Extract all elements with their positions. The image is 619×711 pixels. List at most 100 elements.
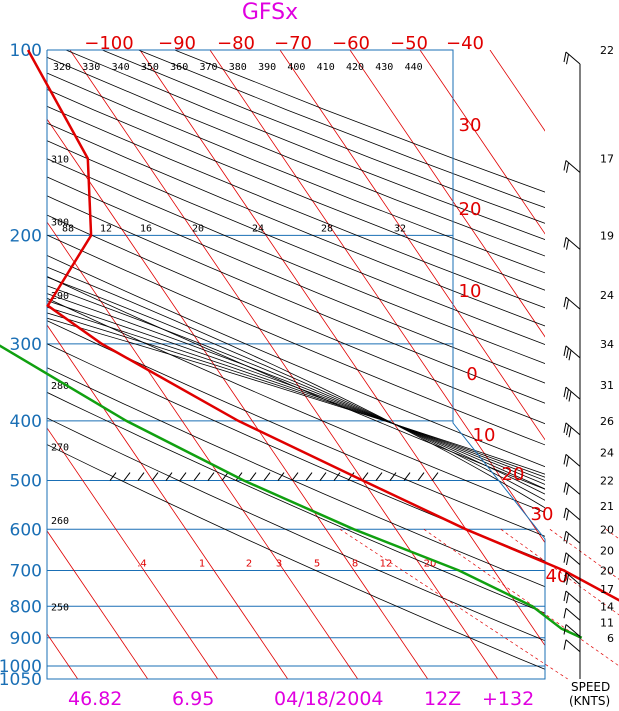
- theta-side-label: 270: [51, 442, 69, 453]
- theta-label: 330: [82, 62, 100, 73]
- mixing-ratio-lines: [339, 529, 619, 680]
- pressure-label: 400: [10, 412, 42, 432]
- hatch-mark: [179, 472, 187, 481]
- mixing-ratio-label: 8: [352, 559, 358, 570]
- theta-side-label: 280: [51, 381, 69, 392]
- pressure-label: 200: [10, 226, 42, 246]
- temperature-label: 20: [502, 464, 525, 485]
- wind-barb: [563, 624, 581, 637]
- dry-adiabat: [47, 417, 545, 642]
- thetae-label: 12: [100, 223, 112, 234]
- pressure-label: 900: [10, 629, 42, 649]
- theta-label: 360: [170, 62, 188, 73]
- mixing-ratio-label: 20: [424, 559, 437, 570]
- temperature-label: 20: [459, 199, 482, 220]
- pressure-label: 100: [10, 41, 42, 61]
- hatch-mark: [375, 472, 383, 481]
- pressure-label: 1050: [0, 670, 42, 690]
- dry-adiabat: [47, 140, 545, 345]
- dry-adiabat: [102, 50, 545, 224]
- temperature-label: −40: [446, 33, 484, 54]
- mixing-ratio-label: 1: [199, 559, 205, 570]
- wind-speed-label: 20: [600, 523, 614, 536]
- temperature-trace: [26, 49, 619, 602]
- dry-adiabat: [47, 254, 545, 468]
- temperature-label: −60: [332, 33, 370, 54]
- footer-mid-value: 6.95: [172, 688, 214, 710]
- dry-adiabat: [47, 176, 545, 384]
- hatch-mark: [109, 472, 117, 481]
- wind-speed-label: 6: [607, 632, 614, 645]
- wind-barb: [563, 422, 581, 438]
- wind-barb: [563, 572, 581, 585]
- dry-adiabat: [47, 56, 545, 257]
- theta-labels-top: 320 330 340 350 360 370 380 390 400 410 420 430 440: [53, 62, 423, 73]
- wind-speed-label: 26: [600, 415, 614, 428]
- hatch-mark: [305, 472, 313, 481]
- dry-adiabat: [47, 158, 545, 364]
- footer-date: 04/18/2004: [274, 688, 384, 710]
- wind-barb: [563, 237, 581, 250]
- theta-label: 370: [199, 62, 217, 73]
- dry-adiabat: [47, 72, 545, 274]
- theta-side-label: 310: [51, 154, 69, 165]
- temperature-label: −90: [158, 33, 196, 54]
- isotherm-line: [47, 324, 289, 679]
- mixing-ratio-labels: .4 1 2 3 5 8 12 20: [137, 559, 436, 570]
- hatch-mark: [263, 472, 271, 481]
- moist-adiabat: [47, 306, 545, 481]
- theta-labels-side: 310 300 290 280 270 260 250: [51, 154, 69, 613]
- theta-side-label: 260: [51, 516, 69, 527]
- mixing-ratio-line: [500, 529, 619, 616]
- frame-outline: [46, 49, 546, 680]
- thetae-label: 28: [321, 223, 333, 234]
- temperature-label: 30: [531, 504, 554, 525]
- temperature-label: 10: [473, 425, 496, 446]
- wind-speed-label: 17: [600, 583, 614, 596]
- moist-adiabat: [47, 266, 545, 509]
- theta-label: 340: [112, 62, 130, 73]
- footer: 46.82 6.95 04/18/2004 12Z +132 SPEED (KN…: [68, 680, 610, 710]
- isotherm-line: [47, 427, 219, 679]
- isotherm-line: [47, 530, 149, 679]
- wind-speed-label: 31: [600, 379, 614, 392]
- mixing-ratio-label: .4: [137, 559, 147, 570]
- hatch-mark: [221, 472, 229, 481]
- temperature-label: 10: [459, 281, 482, 302]
- wind-barb: [563, 296, 581, 310]
- isotherm-line: [279, 50, 545, 441]
- wind-barb: [563, 552, 581, 566]
- dewpoint-trace: [0, 344, 583, 639]
- wind-barb: [563, 386, 581, 402]
- isotherm-line: [0, 50, 8, 679]
- hatch-mark: [361, 472, 369, 481]
- mixing-ratio-label: 5: [314, 559, 320, 570]
- footer-step: +132: [482, 688, 534, 710]
- thetae-label: 88: [62, 223, 74, 234]
- temperature-label: −80: [217, 33, 255, 54]
- thetae-label: 16: [140, 223, 152, 234]
- theta-side-label: 250: [51, 602, 69, 613]
- pressure-label: 800: [10, 597, 42, 617]
- mixing-ratio-line: [339, 529, 568, 680]
- speed-units-label: (KNTS): [569, 694, 610, 708]
- footer-left-value: 46.82: [68, 688, 122, 710]
- theta-side-label: 300: [51, 218, 69, 229]
- theta-label: 410: [317, 62, 335, 73]
- tropopause-hatch: [109, 472, 439, 481]
- hatch-mark: [403, 472, 411, 481]
- sounding-traces: [0, 49, 619, 639]
- wind-barb: [563, 482, 581, 495]
- temperature-label: −100: [84, 33, 133, 54]
- dry-adiabat: [47, 105, 545, 309]
- dry-adiabat: [47, 234, 545, 446]
- thetae-label: 32: [394, 223, 406, 234]
- dry-adiabat: [47, 320, 545, 537]
- wind-speed-label: 20: [600, 565, 614, 578]
- dry-adiabat: [47, 297, 545, 513]
- wind-speed-label: 17: [600, 152, 614, 165]
- thetae-label: 24: [252, 223, 264, 234]
- hatch-mark: [431, 472, 439, 481]
- pressure-label: 1000: [0, 657, 42, 677]
